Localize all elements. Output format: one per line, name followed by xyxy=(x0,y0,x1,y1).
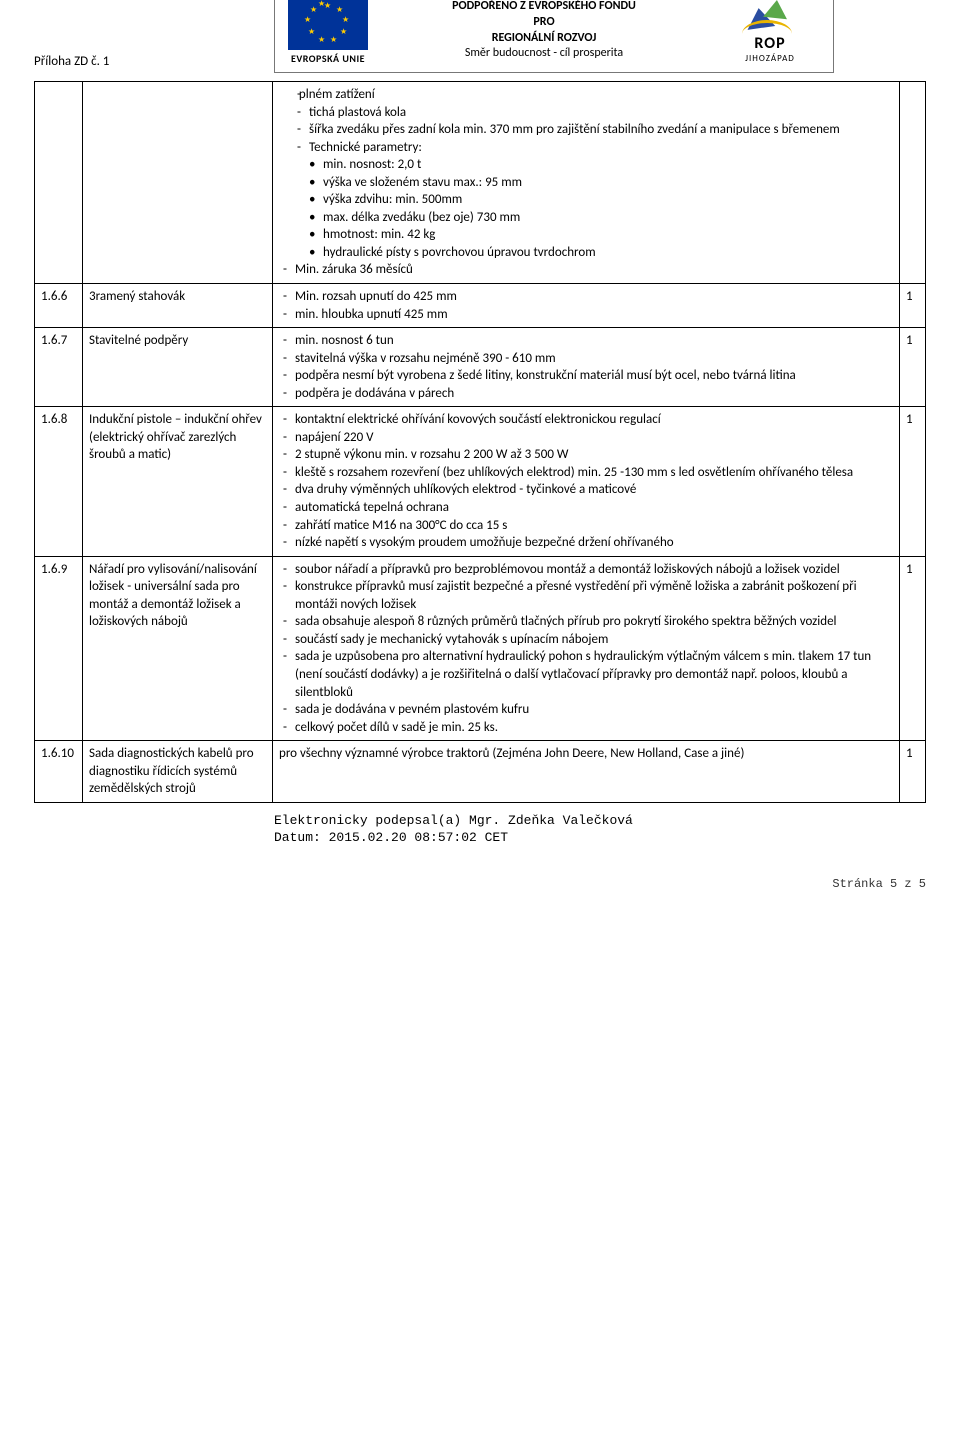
banner-text: PODPOŘENO Z EVROPSKÉHO FONDU PRO REGIONÁ… xyxy=(385,0,703,62)
funding-banner: ★ ★ ★ ★ ★ ★ ★ ★ ★ ★ EVROPSKÁ UNIE PODPOŘ… xyxy=(274,0,834,73)
table-row: 1.6.8 Indukční pistole – indukční ohřev … xyxy=(35,407,926,556)
table-row: 1.6.10 Sada diagnostických kabelů pro di… xyxy=(35,741,926,803)
table-row: plném zatížení tichá plastová kola šířka… xyxy=(35,82,926,284)
rop-logo-icon: ROP JIHOZÁPAD xyxy=(715,0,825,64)
spec-table: plném zatížení tichá plastová kola šířka… xyxy=(34,81,926,803)
table-row: 1.6.7 Stavitelné podpěry min. nosnost 6 … xyxy=(35,328,926,407)
table-row: 1.6.9 Nářadí pro vylisování/nalisování l… xyxy=(35,556,926,740)
digital-signature: Elektronicky podepsal(a) Mgr. Zdeňka Val… xyxy=(274,813,926,847)
eu-flag-icon: ★ ★ ★ ★ ★ ★ ★ ★ ★ ★ xyxy=(288,0,368,50)
eu-caption: EVROPSKÁ UNIE xyxy=(283,52,373,65)
table-row: 1.6.6 3ramený stahovák Min. rozsah upnut… xyxy=(35,284,926,328)
page-footer: Stránka 5 z 5 xyxy=(34,877,926,891)
attachment-label: Příloha ZD č. 1 xyxy=(34,54,154,69)
